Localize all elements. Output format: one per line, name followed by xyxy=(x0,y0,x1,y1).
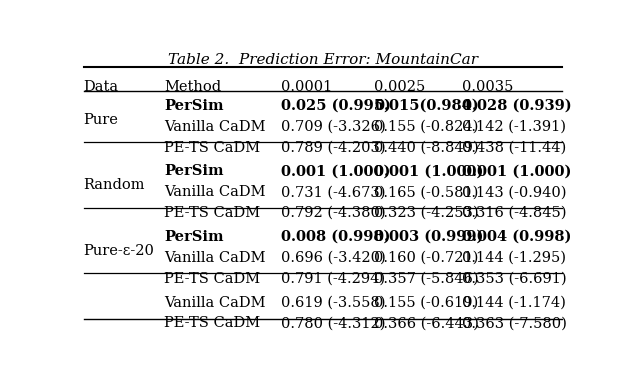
Text: Random: Random xyxy=(84,178,145,192)
Text: PerSim: PerSim xyxy=(164,99,224,113)
Text: Vanilla CaDM: Vanilla CaDM xyxy=(164,296,266,309)
Text: 0.003 (0.999): 0.003 (0.999) xyxy=(374,230,483,244)
Text: 0.143 (-0.940): 0.143 (-0.940) xyxy=(462,185,566,199)
Text: Vanilla CaDM: Vanilla CaDM xyxy=(164,185,266,199)
Text: 0.323 (-4.253): 0.323 (-4.253) xyxy=(374,206,479,220)
Text: 0.001 (1.000): 0.001 (1.000) xyxy=(282,164,391,178)
Text: 0.001 (1.000): 0.001 (1.000) xyxy=(462,164,571,178)
Text: 0.357 (-5.846): 0.357 (-5.846) xyxy=(374,272,479,286)
Text: Table 2.  Prediction Error: MountainCar: Table 2. Prediction Error: MountainCar xyxy=(168,53,478,67)
Text: 0.155 (-0.824): 0.155 (-0.824) xyxy=(374,120,479,134)
Text: 0.0025: 0.0025 xyxy=(374,80,425,94)
Text: 0.0001: 0.0001 xyxy=(282,80,333,94)
Text: PE-TS CaDM: PE-TS CaDM xyxy=(164,141,260,155)
Text: PE-TS CaDM: PE-TS CaDM xyxy=(164,316,260,330)
Text: 0.780 (-4.312): 0.780 (-4.312) xyxy=(282,316,386,330)
Text: Data: Data xyxy=(84,80,119,94)
Text: 0.366 (-6.443): 0.366 (-6.443) xyxy=(374,316,479,330)
Text: 0.791 (-4.294): 0.791 (-4.294) xyxy=(282,272,386,286)
Text: 0.008 (0.998): 0.008 (0.998) xyxy=(282,230,391,244)
Text: 0.144 (-1.174): 0.144 (-1.174) xyxy=(462,296,566,309)
Text: 0.144 (-1.295): 0.144 (-1.295) xyxy=(462,251,566,265)
Text: 0.028 (0.939): 0.028 (0.939) xyxy=(462,99,571,113)
Text: 0.155 (-0.619): 0.155 (-0.619) xyxy=(374,296,478,309)
Text: 0.438 (-11.44): 0.438 (-11.44) xyxy=(462,141,566,155)
Text: 0.015(0.984): 0.015(0.984) xyxy=(374,99,479,113)
Text: PE-TS CaDM: PE-TS CaDM xyxy=(164,272,260,286)
Text: 0.709 (-3.326): 0.709 (-3.326) xyxy=(282,120,386,134)
Text: 0.619 (-3.558): 0.619 (-3.558) xyxy=(282,296,386,309)
Text: 0.025 (0.995): 0.025 (0.995) xyxy=(282,99,391,113)
Text: Vanilla CaDM: Vanilla CaDM xyxy=(164,120,266,134)
Text: 0.789 (-4.203): 0.789 (-4.203) xyxy=(282,141,386,155)
Text: 0.440 (-8.849): 0.440 (-8.849) xyxy=(374,141,479,155)
Text: PerSim: PerSim xyxy=(164,164,224,178)
Text: Vanilla CaDM: Vanilla CaDM xyxy=(164,251,266,265)
Text: Pure-ε-20: Pure-ε-20 xyxy=(84,244,154,258)
Text: 0.165 (-0.581): 0.165 (-0.581) xyxy=(374,185,479,199)
Text: 0.142 (-1.391): 0.142 (-1.391) xyxy=(462,120,566,134)
Text: Method: Method xyxy=(164,80,221,94)
Text: 0.160 (-0.721): 0.160 (-0.721) xyxy=(374,251,479,265)
Text: 0.353 (-6.691): 0.353 (-6.691) xyxy=(462,272,566,286)
Text: 0.363 (-7.580): 0.363 (-7.580) xyxy=(462,316,567,330)
Text: 0.004 (0.998): 0.004 (0.998) xyxy=(462,230,571,244)
Text: 0.731 (-4.673): 0.731 (-4.673) xyxy=(282,185,386,199)
Text: 0.696 (-3.420): 0.696 (-3.420) xyxy=(282,251,386,265)
Text: PE-TS CaDM: PE-TS CaDM xyxy=(164,206,260,220)
Text: 0.792 (-4.380): 0.792 (-4.380) xyxy=(282,206,386,220)
Text: 0.001 (1.000): 0.001 (1.000) xyxy=(374,164,483,178)
Text: PerSim: PerSim xyxy=(164,230,224,244)
Text: 0.316 (-4.845): 0.316 (-4.845) xyxy=(462,206,566,220)
Text: 0.0035: 0.0035 xyxy=(462,80,513,94)
Text: Pure: Pure xyxy=(84,113,118,127)
